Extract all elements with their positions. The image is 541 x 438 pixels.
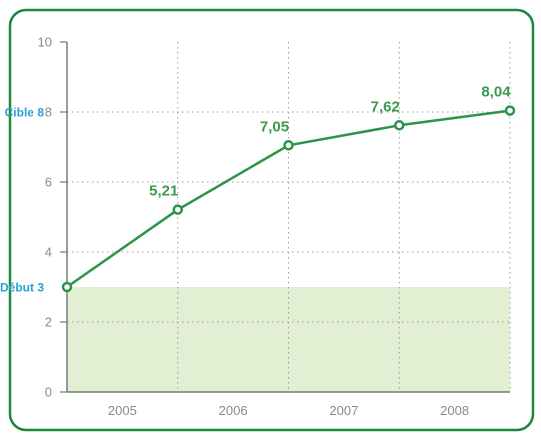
data-point [504, 105, 516, 116]
x-tick-label: 2006 [219, 403, 248, 418]
y-tick-label: 4 [45, 245, 52, 260]
data-label: 7,62 [371, 98, 400, 115]
chart-border [8, 8, 535, 432]
x-tick-label: 2005 [108, 403, 137, 418]
data-point [61, 281, 73, 293]
data-label: 8,04 [481, 84, 511, 101]
baseline-band [67, 287, 510, 392]
data-point [394, 120, 405, 131]
y-tick-label: 8 [45, 105, 52, 120]
data-point [283, 140, 294, 151]
data-point [172, 204, 183, 215]
y-tick-label: 0 [45, 385, 52, 400]
y-tick-label: 2 [45, 315, 52, 330]
y-tick-label: 6 [45, 175, 52, 190]
data-label: 7,05 [260, 118, 289, 135]
x-tick-label: 2008 [440, 403, 469, 418]
reference-label: Cible 8 [5, 106, 45, 120]
x-tick-label: 2007 [329, 403, 358, 418]
reference-label: Début 3 [0, 281, 44, 295]
data-label: 5,21 [149, 183, 178, 200]
y-tick-label: 10 [38, 35, 52, 50]
